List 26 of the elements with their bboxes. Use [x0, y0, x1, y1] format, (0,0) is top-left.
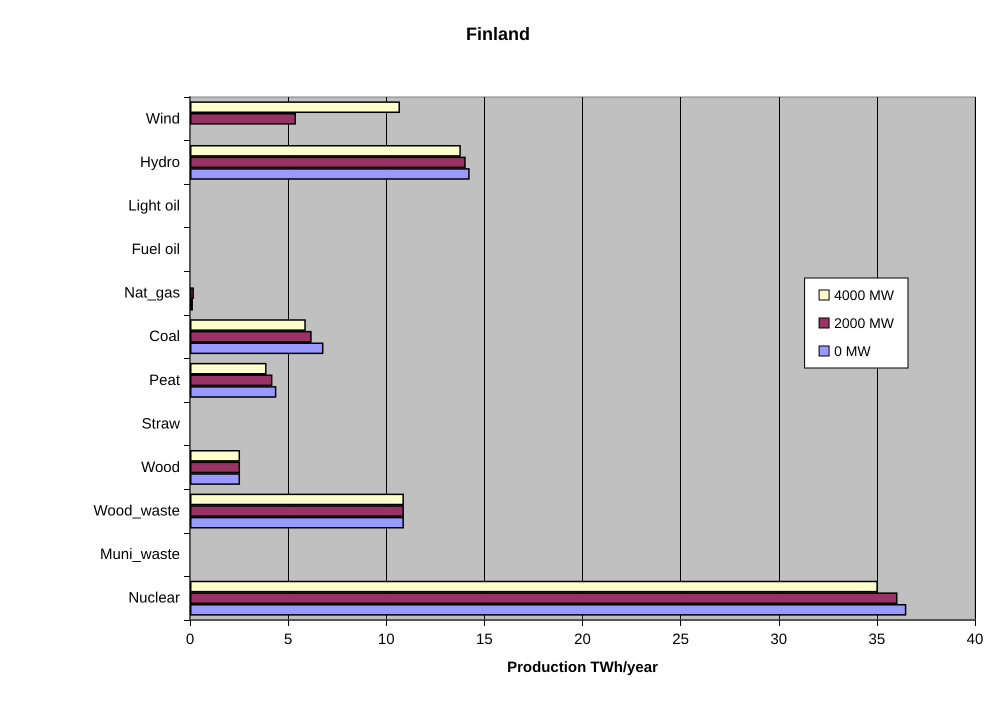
- y-tick-label: Hydro: [140, 154, 180, 171]
- y-tick-label: Wind: [146, 110, 180, 128]
- legend-label: 4000 MW: [834, 287, 895, 303]
- legend-label: 0 MW: [834, 343, 872, 359]
- x-axis-title: Production TWh/year: [507, 659, 658, 676]
- x-tick-label: 35: [868, 631, 886, 648]
- y-tick-label: Straw: [142, 415, 180, 432]
- x-tick-label: 30: [770, 631, 788, 648]
- x-tick-label: 0: [186, 631, 194, 648]
- y-tick-label: Light oil: [128, 197, 180, 214]
- x-tick-label: 25: [672, 631, 689, 648]
- y-tick-label: Wood_waste: [94, 502, 180, 520]
- y-tick-label: Wood: [141, 458, 180, 476]
- x-tick-label: 10: [378, 631, 395, 648]
- y-tick-label: Coal: [149, 328, 180, 346]
- x-tick-label: 15: [476, 631, 493, 648]
- legend-label: 2000 MW: [834, 315, 895, 331]
- y-tick-label: Peat: [149, 372, 181, 389]
- x-tick-label: 40: [966, 631, 984, 648]
- y-tick-label: Muni_waste: [100, 546, 180, 564]
- y-tick-label: Fuel oil: [132, 241, 180, 258]
- x-tick-label: 5: [284, 631, 292, 648]
- y-tick-label: Nuclear: [128, 590, 180, 607]
- chart-title: Finland: [466, 24, 530, 44]
- y-tick-label: Nat_gas: [124, 284, 180, 302]
- x-tick-label: 20: [574, 631, 591, 648]
